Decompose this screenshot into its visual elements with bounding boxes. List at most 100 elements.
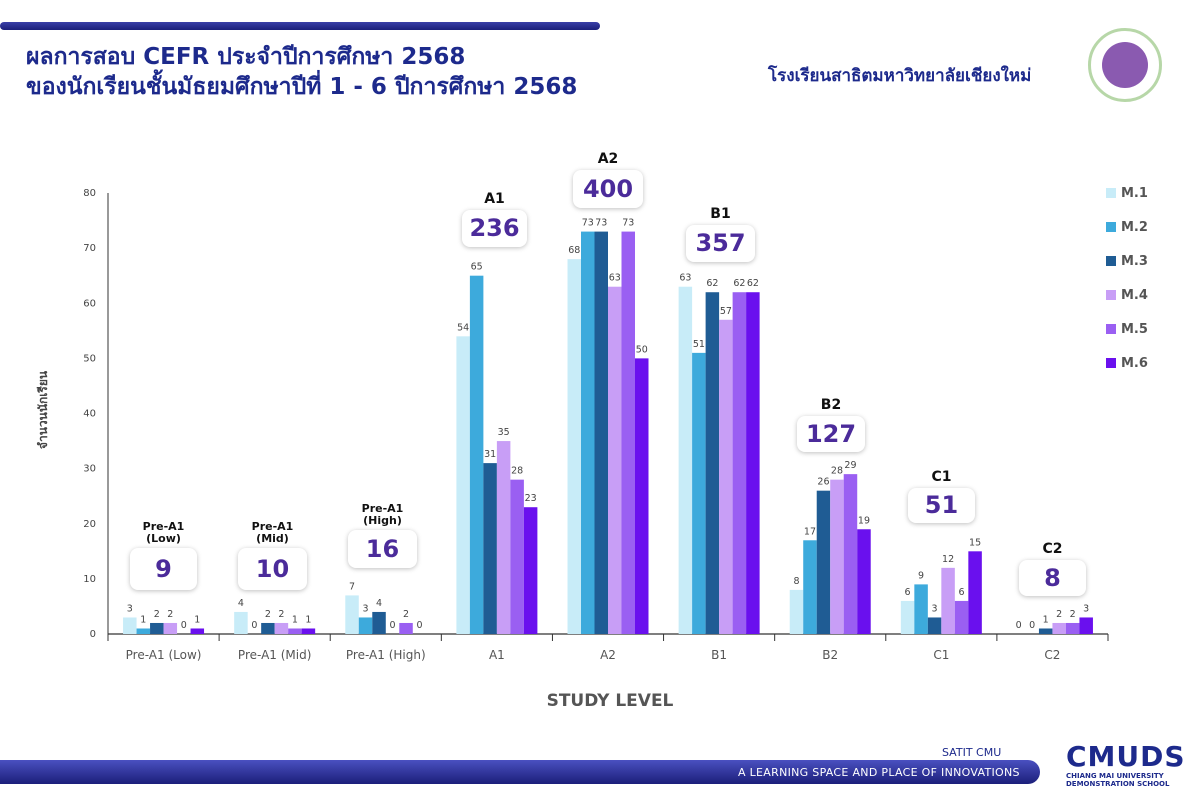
bar-m4-b1: [719, 319, 733, 634]
bar-m4-pre-a1-mid-: [274, 622, 289, 634]
legend-label: M.3: [1121, 253, 1148, 269]
bar-m6-c1: [968, 551, 982, 634]
data-label: 28: [511, 466, 523, 477]
data-label: 63: [609, 273, 621, 284]
y-tick-label: 70: [83, 243, 96, 254]
cmuds-logo-subtitle: CHIANG MAI UNIVERSITY DEMONSTRATION SCHO…: [1066, 772, 1169, 788]
legend-swatch: [1106, 188, 1116, 198]
bar-m4-pre-a1-low-: [163, 622, 178, 634]
bar-m1-pre-a1-high-: [345, 595, 359, 634]
total-box: 16: [348, 530, 417, 568]
total-label-line-2: (Mid): [256, 532, 289, 545]
bar-m3-pre-a1-high-: [372, 611, 386, 634]
bar-m4-c2: [1052, 622, 1066, 634]
bar-m4-a2: [608, 286, 622, 634]
x-tick-label: C1: [933, 648, 949, 662]
legend-label: M.4: [1121, 287, 1148, 303]
legend-item-m3: M.3: [1106, 244, 1148, 278]
school-name: โรงเรียนสาธิตมหาวิทยาลัยเชียงใหม่: [768, 66, 1032, 86]
x-tick-label: Pre-A1 (High): [346, 648, 426, 662]
bar-m2-c1: [914, 584, 928, 634]
data-label: 8: [793, 576, 799, 587]
data-label: 65: [471, 262, 483, 273]
y-axis-title: จำนวนนักเรียน: [36, 370, 50, 449]
total-box-label: B2: [797, 398, 865, 413]
y-tick-label: 40: [83, 409, 96, 420]
x-axis-title: STUDY LEVEL: [547, 691, 674, 711]
legend-swatch: [1106, 222, 1116, 232]
footer-bar: [0, 760, 1040, 784]
data-label: 3: [932, 603, 938, 614]
data-label: 73: [622, 218, 634, 229]
data-label: 51: [693, 339, 705, 350]
data-label: 1: [1043, 614, 1049, 625]
total-label-line-1: Pre-A1: [142, 520, 185, 533]
legend-label: M.6: [1121, 355, 1148, 371]
y-tick-label: 50: [83, 353, 96, 364]
bar-m5-b2: [843, 474, 858, 634]
total-box: 400: [573, 170, 643, 208]
total-label-line-1: B2: [820, 397, 842, 413]
data-label: 28: [831, 466, 843, 477]
bar-m5-c2: [1065, 622, 1080, 634]
bar-m2-b1: [692, 352, 706, 634]
bar-m5-b1: [732, 292, 747, 634]
data-label: 3: [1083, 603, 1089, 614]
x-tick-label: A1: [489, 648, 505, 662]
data-label: 1: [140, 614, 146, 625]
data-label: 17: [804, 526, 816, 537]
data-label: 62: [733, 278, 745, 289]
bar-m2-a1: [469, 275, 484, 634]
data-label: 2: [265, 609, 271, 620]
elephant-emblem-icon: [1102, 42, 1148, 88]
legend-label: M.5: [1121, 321, 1148, 337]
total-box-label: Pre-A1 (Mid): [238, 521, 307, 545]
top-accent-bar: [0, 22, 600, 30]
data-label: 7: [349, 581, 355, 592]
data-label: 62: [706, 278, 718, 289]
total-box: 10: [238, 548, 307, 590]
total-box-label: A2: [573, 152, 643, 167]
data-label: 1: [292, 614, 298, 625]
bar-m1-pre-a1-low-: [123, 617, 137, 634]
bar-m1-a2: [567, 259, 581, 634]
legend-swatch: [1106, 256, 1116, 266]
bar-m1-b1: [678, 286, 693, 634]
data-label: 31: [484, 449, 496, 460]
bar-m2-a2: [581, 231, 595, 634]
footer-tagline: A LEARNING SPACE AND PLACE OF INNOVATION…: [738, 766, 1020, 779]
x-tick-label: B2: [822, 648, 838, 662]
data-label: 62: [747, 278, 759, 289]
legend-swatch: [1106, 324, 1116, 334]
title-line-1: ผลการสอบ CEFR ประจำปีการศึกษา 2568: [26, 44, 466, 70]
x-tick-label: Pre-A1 (Mid): [238, 648, 311, 662]
total-label-line-1: Pre-A1: [361, 502, 404, 515]
data-label: 9: [918, 570, 924, 581]
data-label: 23: [525, 493, 537, 504]
bar-m3-b1: [705, 292, 720, 634]
legend-label: M.1: [1121, 185, 1148, 201]
total-box-label: B1: [686, 207, 755, 222]
total-box-label: C2: [1019, 542, 1086, 557]
total-box: 9: [130, 548, 197, 590]
bar-m2-pre-a1-low-: [136, 628, 151, 634]
data-label: 26: [817, 477, 829, 488]
data-label: 6: [905, 587, 911, 598]
logo-sub-line-2: DEMONSTRATION SCHOOL: [1066, 780, 1170, 788]
bar-m6-b1: [746, 292, 760, 634]
data-label: 0: [181, 620, 187, 631]
x-tick-label: A2: [600, 648, 616, 662]
total-box-label: C1: [908, 470, 975, 485]
bar-m3-b2: [816, 490, 831, 634]
data-label: 19: [858, 515, 870, 526]
y-tick-label: 20: [83, 519, 96, 530]
data-label: 0: [251, 620, 257, 631]
x-tick-label: Pre-A1 (Low): [126, 648, 202, 662]
data-label: 0: [1029, 620, 1035, 631]
total-box: 236: [462, 210, 527, 247]
total-box: 357: [686, 225, 755, 262]
data-label: 0: [417, 620, 423, 631]
data-label: 57: [720, 306, 732, 317]
data-label: 2: [167, 609, 173, 620]
x-tick-label: C2: [1044, 648, 1060, 662]
